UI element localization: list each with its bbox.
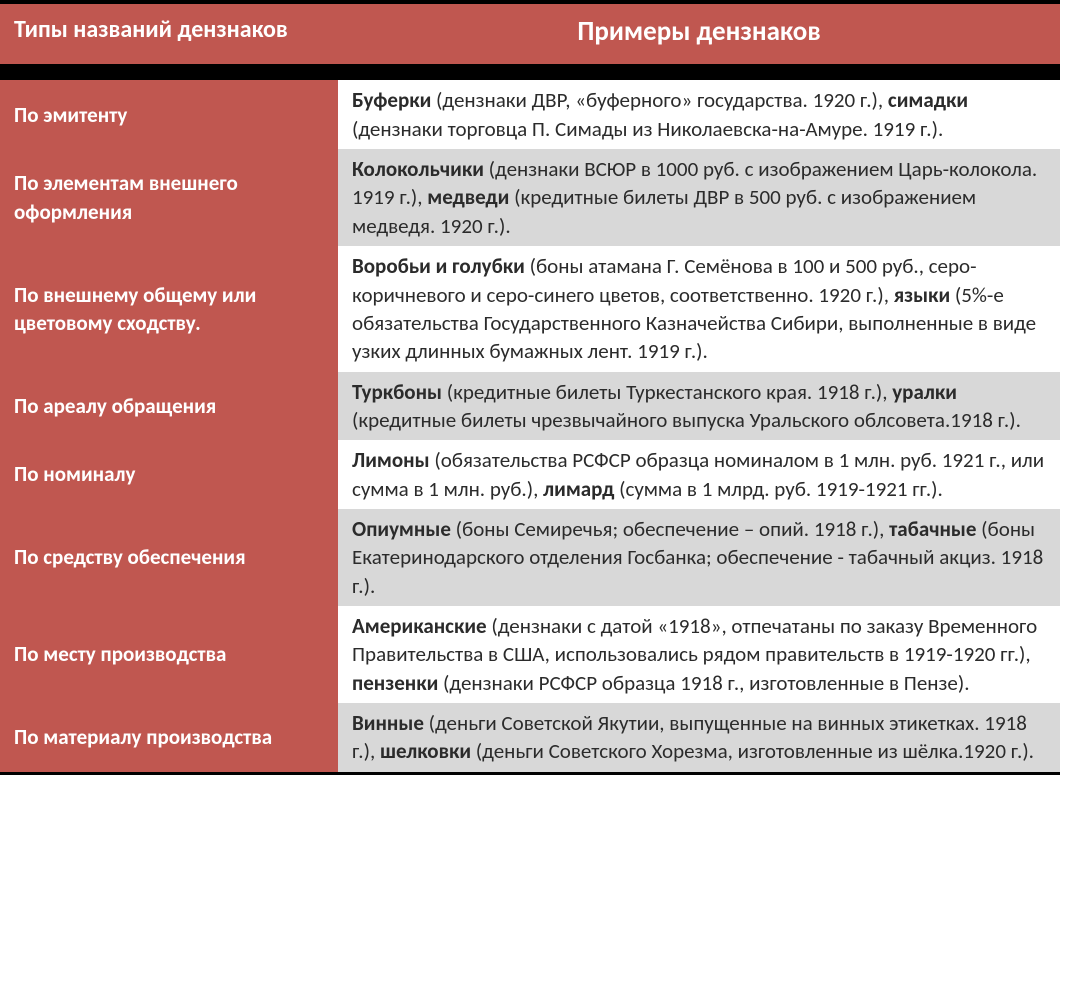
- bottom-separator: [0, 772, 1060, 775]
- example-cell: Американские (дензнаки с датой «1918», о…: [338, 606, 1060, 703]
- term: уралки: [892, 379, 957, 405]
- table-body: По эмитентуБуферки (дензнаки ДВР, «буфер…: [0, 80, 1060, 774]
- term: шелковки: [380, 738, 471, 764]
- table-row: По эмитентуБуферки (дензнаки ДВР, «буфер…: [0, 80, 1060, 149]
- table-header-row: Типы названий дензнаков Примеры дензнако…: [0, 2, 1060, 64]
- type-cell: По внешнему общему или цветовому сходств…: [0, 246, 338, 371]
- term: медведи: [427, 184, 509, 210]
- term: лимард: [543, 476, 614, 502]
- term: Лимоны: [352, 447, 430, 473]
- example-cell: Колокольчики (дензнаки ВСЮР в 1000 руб. …: [338, 149, 1060, 246]
- term: Воробьи и голубки: [352, 253, 525, 279]
- example-cell: Буферки (дензнаки ДВР, «буферного» госуд…: [338, 80, 1060, 149]
- term: Опиумные: [352, 516, 451, 542]
- table-row: По номиналуЛимоны (обязательства РСФСР о…: [0, 440, 1060, 509]
- type-cell: По номиналу: [0, 440, 338, 509]
- type-cell: По элементам внешнего оформления: [0, 149, 338, 246]
- example-cell: Лимоны (обязательства РСФСР образца номи…: [338, 440, 1060, 509]
- example-cell: Опиумные (боны Семиречья; обеспечение – …: [338, 509, 1060, 606]
- type-cell: По материалу производства: [0, 703, 338, 772]
- type-cell: По средству обеспечения: [0, 509, 338, 606]
- type-cell: По эмитенту: [0, 80, 338, 149]
- type-cell: По месту производства: [0, 606, 338, 703]
- example-cell: Винные (деньги Советской Якутии, выпущен…: [338, 703, 1060, 772]
- header-types: Типы названий дензнаков: [0, 2, 338, 64]
- term: Американские: [352, 613, 487, 639]
- term: Колокольчики: [352, 156, 484, 182]
- term: симадки: [888, 87, 968, 113]
- type-cell: По ареалу обращения: [0, 372, 338, 441]
- table-row: По месту производстваАмериканские (дензн…: [0, 606, 1060, 703]
- header-examples: Примеры дензнаков: [338, 2, 1060, 64]
- term: табачные: [889, 516, 976, 542]
- term: Буферки: [352, 87, 431, 113]
- term: языки: [894, 282, 950, 308]
- table-row: По материалу производстваВинные (деньги …: [0, 703, 1060, 772]
- table-row: По ареалу обращенияТуркбоны (кредитные б…: [0, 372, 1060, 441]
- table-row: По элементам внешнего оформленияКолоколь…: [0, 149, 1060, 246]
- example-cell: Туркбоны (кредитные билеты Туркестанског…: [338, 372, 1060, 441]
- example-cell: Воробьи и голубки (боны атамана Г. Семён…: [338, 246, 1060, 371]
- table-row: По внешнему общему или цветовому сходств…: [0, 246, 1060, 371]
- table-row: По средству обеспеченияОпиумные (боны Се…: [0, 509, 1060, 606]
- currency-nicknames-table: Типы названий дензнаков Примеры дензнако…: [0, 0, 1060, 775]
- term: Винные: [352, 710, 424, 736]
- term: пензенки: [352, 670, 438, 696]
- header-separator: [0, 64, 1060, 80]
- term: Туркбоны: [352, 379, 442, 405]
